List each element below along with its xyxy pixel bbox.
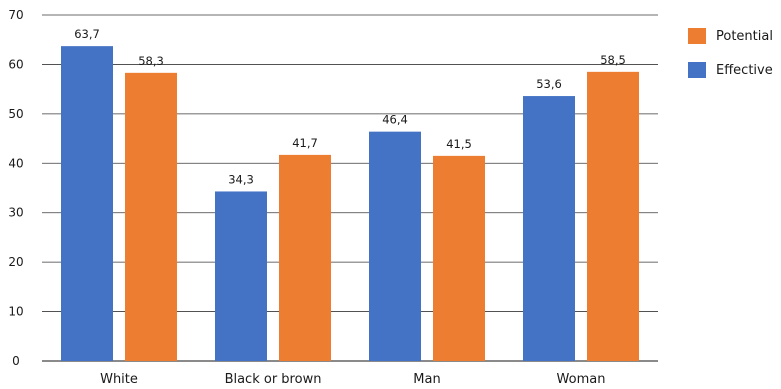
x-axis-ticks: White Black or brown Man Woman [100, 372, 605, 387]
bar-effective-white [61, 46, 113, 361]
y-axis-ticks: 0 10 20 30 40 50 60 70 [8, 8, 23, 368]
y-tick-label: 0 [12, 354, 20, 368]
data-label: 46,4 [382, 113, 408, 127]
y-tick-label: 70 [8, 8, 23, 22]
y-tick-label: 40 [8, 156, 23, 170]
bar-potential-man [433, 155, 485, 361]
data-label: 41,7 [292, 136, 318, 150]
bar-effective-woman [523, 96, 575, 361]
legend-label-potential: Potential [716, 29, 773, 44]
data-labels: 63,7 58,3 34,3 41,7 46,4 41,5 53,6 58,5 [74, 27, 626, 186]
data-label: 41,5 [446, 137, 472, 151]
x-tick-label: White [100, 372, 138, 387]
y-tick-label: 50 [8, 107, 23, 121]
legend-label-effective: Effective [716, 63, 773, 78]
legend-swatch-effective [688, 62, 706, 78]
y-tick-label: 60 [8, 57, 23, 71]
bar-potential-woman [587, 71, 639, 361]
legend-swatch-potential [688, 28, 706, 44]
y-tick-label: 20 [8, 255, 23, 269]
bar-effective-black-or-brown [215, 191, 267, 361]
legend: Potential Effective [688, 28, 773, 78]
x-tick-label: Woman [557, 372, 606, 387]
data-label: 53,6 [536, 77, 562, 91]
data-label: 58,3 [138, 54, 164, 68]
y-tick-label: 10 [8, 305, 23, 319]
x-tick-label: Man [413, 372, 440, 387]
x-tick-label: Black or brown [225, 372, 322, 387]
data-label: 34,3 [228, 172, 254, 186]
data-label: 58,5 [600, 53, 626, 67]
data-label: 63,7 [74, 27, 100, 41]
bar-potential-white [125, 72, 177, 362]
bars [61, 46, 639, 362]
bar-potential-black-or-brown [279, 154, 331, 361]
bar-effective-man [369, 131, 421, 361]
y-tick-label: 30 [8, 206, 23, 220]
